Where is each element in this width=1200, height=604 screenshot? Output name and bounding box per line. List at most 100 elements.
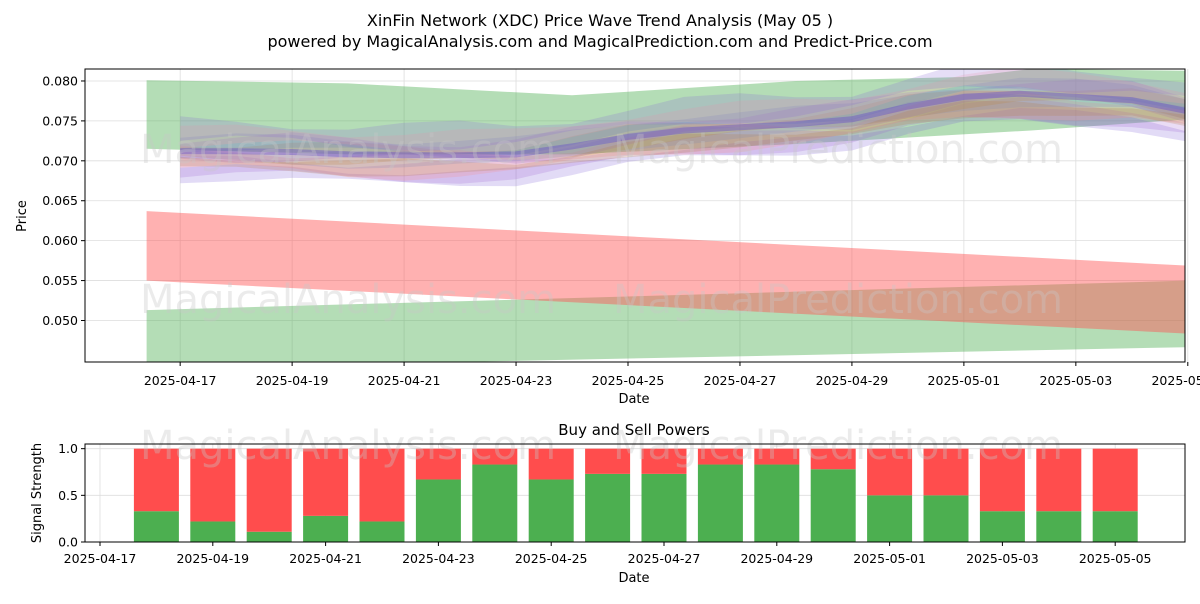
price-y-tick-label: 0.065 xyxy=(42,193,78,208)
buy-sell-x-tick-label: 2025-05-05 xyxy=(1079,551,1152,566)
buy-sell-x-tick-label: 2025-04-25 xyxy=(515,551,588,566)
price-y-tick-label: 0.080 xyxy=(42,73,78,88)
sell-bar xyxy=(190,448,236,522)
sell-bar xyxy=(303,448,349,516)
price-wave-band xyxy=(180,77,1185,156)
price-wave-band xyxy=(180,90,1185,181)
price-wave-band xyxy=(180,88,1185,165)
buy-sell-y-tick-label: 0.0 xyxy=(58,535,78,550)
buy-sell-y-label: Signal Strength xyxy=(30,443,45,543)
buy-bar xyxy=(697,464,743,542)
price-wave-band xyxy=(180,69,1185,152)
buy-bar xyxy=(1092,511,1138,542)
buy-sell-title: Buy and Sell Powers xyxy=(558,421,710,439)
buy-bar xyxy=(810,469,856,542)
watermark-analysis: MagicalAnalysis.com xyxy=(140,423,556,469)
price-axes-frame xyxy=(84,68,1186,363)
price-wave-band xyxy=(180,93,1185,169)
buy-bar xyxy=(246,531,292,542)
buy-sell-x-tick-label: 2025-04-29 xyxy=(740,551,813,566)
buy-bar xyxy=(923,495,969,542)
buy-sell-x-tick-label: 2025-05-01 xyxy=(853,551,926,566)
buy-bar xyxy=(641,473,687,542)
watermark-prediction: MagicalPrediction.com xyxy=(613,127,1063,173)
sell-bar xyxy=(697,448,743,465)
buy-bar xyxy=(528,479,574,542)
buy-bar xyxy=(415,479,461,542)
sell-bar xyxy=(359,448,405,522)
buy-sell-x-tick-label: 2025-04-21 xyxy=(289,551,362,566)
sell-bar xyxy=(246,448,292,532)
price-wave-center xyxy=(180,90,1185,159)
price-x-tick-label: 2025-04-19 xyxy=(256,373,329,388)
price-x-tick-label: 2025-05-03 xyxy=(1040,373,1113,388)
price-y-tick-label: 0.055 xyxy=(42,273,78,288)
price-y-label: Price xyxy=(15,200,30,232)
buy-sell-chart: Buy and Sell Powers MagicalAnalysis.com … xyxy=(30,421,1186,586)
watermark-prediction: MagicalPrediction.com xyxy=(613,277,1063,323)
buy-sell-x-tick-label: 2025-04-17 xyxy=(64,551,137,566)
price-y-tick-label: 0.075 xyxy=(42,113,78,128)
price-wave-band xyxy=(180,108,1185,187)
buy-sell-x-tick-label: 2025-04-19 xyxy=(176,551,249,566)
price-y-tick-label: 0.060 xyxy=(42,233,78,248)
sell-bar xyxy=(923,448,969,496)
buy-sell-x-tick-label: 2025-04-27 xyxy=(628,551,701,566)
sell-bar xyxy=(810,448,856,470)
watermark-prediction: MagicalPrediction.com xyxy=(613,423,1063,469)
sell-bar xyxy=(641,448,687,474)
buy-sell-x-tick-label: 2025-05-03 xyxy=(966,551,1039,566)
price-x-tick-label: 2025-04-21 xyxy=(368,373,441,388)
price-waves xyxy=(180,69,1185,187)
buy-bar xyxy=(133,511,179,542)
price-x-ticks: 2025-04-17 2025-04-19 2025-04-21 2025-04-23… xyxy=(144,362,1200,388)
watermark-analysis: MagicalAnalysis.com xyxy=(140,127,556,173)
sell-bar xyxy=(754,448,800,465)
buy-sell-bars xyxy=(133,448,1138,542)
sell-bar xyxy=(1092,448,1138,512)
price-y-tick-label: 0.050 xyxy=(42,313,78,328)
sell-bar xyxy=(1036,448,1082,512)
chart-title: XinFin Network (XDC) Price Wave Trend An… xyxy=(367,11,833,30)
price-wave-band xyxy=(180,100,1185,177)
price-wave-band xyxy=(180,79,1185,164)
buy-sell-x-tick-label: 2025-04-23 xyxy=(402,551,475,566)
sell-bar xyxy=(528,448,574,480)
price-y-ticks: 0.050 0.055 0.060 0.065 0.070 0.075 0.080 xyxy=(42,73,85,328)
price-x-tick-label: 2025-04-23 xyxy=(480,373,553,388)
price-x-tick-label: 2025-05-05 xyxy=(1151,373,1200,388)
buy-sell-watermarks: MagicalAnalysis.com MagicalPrediction.co… xyxy=(140,423,1063,469)
price-band-green xyxy=(146,69,1185,155)
buy-sell-y-ticks: 0.0 0.5 1.0 xyxy=(58,441,85,550)
price-chart: MagicalAnalysis.com MagicalPrediction.co… xyxy=(15,68,1200,407)
buy-bar xyxy=(472,464,518,542)
price-x-tick-label: 2025-04-29 xyxy=(816,373,889,388)
price-x-label: Date xyxy=(618,392,649,407)
buy-sell-x-ticks: 2025-04-17 2025-04-19 2025-04-21 2025-04-23… xyxy=(64,542,1152,566)
price-watermarks: MagicalAnalysis.com MagicalPrediction.co… xyxy=(140,127,1063,323)
sell-bar xyxy=(133,448,179,512)
sell-bar xyxy=(585,448,631,474)
price-band-green xyxy=(146,280,1185,362)
price-grid xyxy=(85,69,1189,362)
price-y-tick-label: 0.070 xyxy=(42,153,78,168)
price-band-red xyxy=(146,211,1185,334)
buy-sell-y-tick-label: 1.0 xyxy=(58,441,78,456)
buy-bar xyxy=(867,495,913,542)
buy-sell-axes-frame xyxy=(84,443,1186,543)
buy-bar xyxy=(1036,511,1082,542)
buy-bar xyxy=(754,464,800,542)
buy-bar xyxy=(190,521,236,542)
buy-bar xyxy=(979,511,1025,542)
price-wave-band xyxy=(180,97,1185,184)
buy-sell-x-label: Date xyxy=(618,571,649,586)
chart-subtitle: powered by MagicalAnalysis.com and Magic… xyxy=(267,32,932,51)
price-x-tick-label: 2025-04-25 xyxy=(592,373,665,388)
buy-bar xyxy=(359,521,405,542)
buy-sell-y-tick-label: 0.5 xyxy=(58,488,78,503)
price-x-tick-label: 2025-04-17 xyxy=(144,373,217,388)
price-x-tick-label: 2025-04-27 xyxy=(704,373,777,388)
sell-bar xyxy=(867,448,913,496)
sell-bar xyxy=(472,448,518,465)
